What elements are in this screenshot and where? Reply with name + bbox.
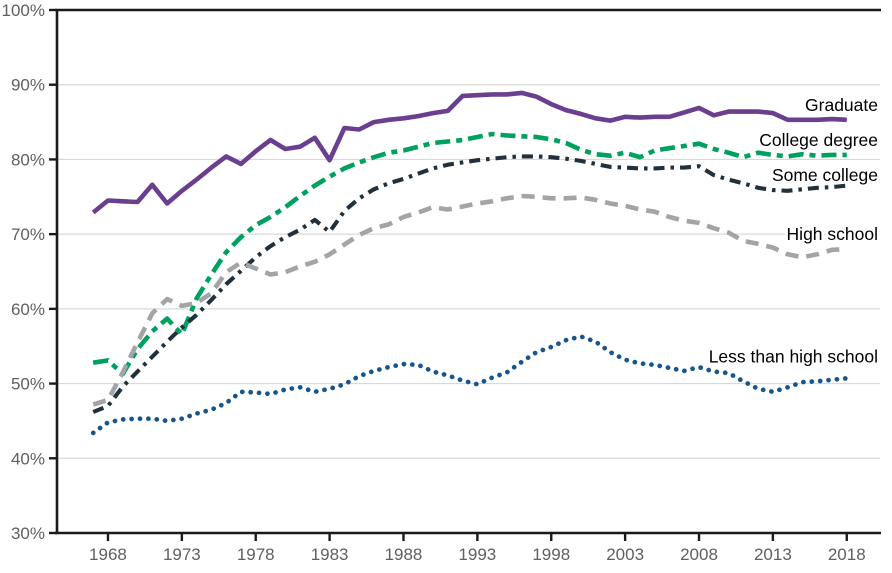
series-line-college-degree (92, 131, 847, 377)
y-tick-label: 60% (11, 300, 45, 319)
x-tick-label: 1983 (311, 545, 349, 564)
y-tick-label: 30% (11, 524, 45, 543)
x-tick-label: 1973 (163, 545, 201, 564)
y-tick-label: 100% (2, 1, 45, 20)
series-label-some-college: Some college (772, 165, 878, 185)
y-tick-label: 50% (11, 375, 45, 394)
series-line-less-than-high-school (90, 334, 850, 436)
y-tick-label: 40% (11, 449, 45, 468)
x-tick-label: 2013 (754, 545, 792, 564)
series-line-graduate (91, 90, 847, 215)
x-tick-label: 2018 (828, 545, 866, 564)
series-label-college-degree: College degree (759, 130, 878, 150)
x-tick-label: 1968 (89, 545, 127, 564)
x-tick-label: 2003 (606, 545, 644, 564)
y-tick-label: 80% (11, 150, 45, 169)
series-line-high-school (92, 193, 847, 407)
x-tick-label: 2008 (680, 545, 718, 564)
series-label-less-than-high-school: Less than high school (709, 347, 878, 367)
x-tick-label: 1998 (532, 545, 570, 564)
series-label-high-school: High school (787, 224, 878, 244)
series-line-some-college (92, 154, 848, 414)
y-tick-label: 90% (11, 76, 45, 95)
x-tick-label: 1993 (458, 545, 496, 564)
x-tick-label: 1978 (237, 545, 275, 564)
x-tick-label: 1988 (385, 545, 423, 564)
series-label-graduate: Graduate (805, 95, 878, 115)
y-tick-label: 70% (11, 225, 45, 244)
